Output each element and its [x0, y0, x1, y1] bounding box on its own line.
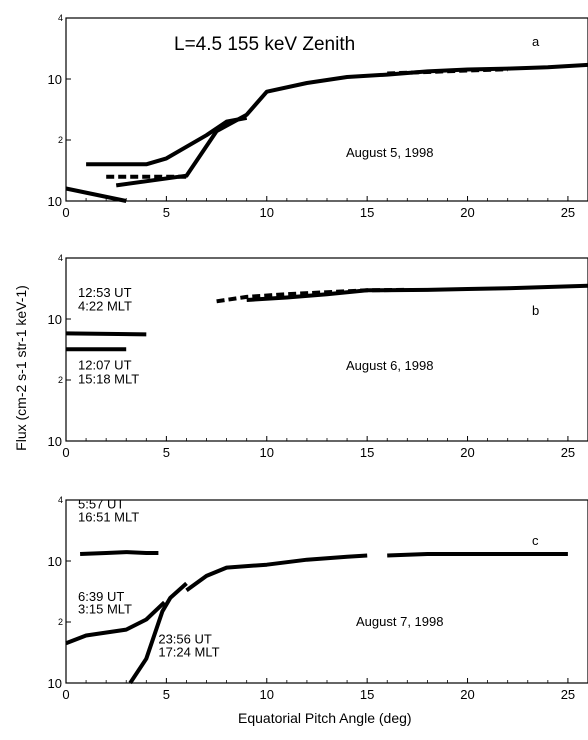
series-line-3: [115, 62, 588, 188]
panel-c-label: c: [532, 533, 539, 548]
panel-b-frame: [65, 257, 588, 442]
time-annotation: 12:53 UT: [78, 285, 132, 300]
y-tick-label: 10: [48, 72, 62, 87]
panel-c-ticks: 0 5 10 15 20 25 10 2 10 4: [48, 495, 576, 702]
x-tick-label: 0: [62, 445, 69, 460]
y-tick-exponent: 4: [58, 253, 63, 263]
time-annotation: 16:51 MLT: [78, 510, 139, 525]
panel-b-date: August 6, 1998: [346, 358, 433, 373]
x-tick-label: 25: [561, 687, 575, 702]
series-line-5: [387, 67, 508, 76]
series-line-1: [65, 186, 127, 203]
y-tick-exponent: 2: [58, 135, 63, 145]
panel-b-label: b: [532, 303, 539, 318]
time-annotation: 12:07 UT: [78, 357, 132, 372]
series-line-1: [80, 550, 159, 556]
time-annotation: 23:56 UT: [158, 632, 212, 647]
x-tick-label: 20: [460, 205, 474, 220]
panel-a-series-layer: [65, 62, 588, 203]
x-tick-label: 0: [62, 687, 69, 702]
panel-a-title: L=4.5 155 keV Zenith: [174, 34, 355, 55]
time-annotation: 4:22 MLT: [78, 298, 132, 313]
y-tick-exponent: 2: [58, 375, 63, 385]
y-axis-label: Flux (cm-2 s-1 str-1 keV-1): [13, 285, 29, 451]
y-tick-exponent: 4: [58, 495, 63, 505]
y-tick-label: 10: [48, 554, 62, 569]
y-tick-exponent: 4: [58, 13, 63, 23]
panel-a-label: a: [532, 34, 540, 49]
y-tick-label: 10: [48, 676, 62, 691]
y-tick-label: 10: [48, 312, 62, 327]
x-tick-label: 5: [163, 687, 170, 702]
x-tick-label: 10: [260, 205, 274, 220]
x-tick-label: 15: [360, 687, 374, 702]
panel-b-ticks: 0 5 10 15 20 25 10 2 10 4: [48, 253, 576, 460]
panel-a-ticks: 0 5 10 15 20 25 10 2 10 4: [48, 13, 576, 220]
series-line-2: [65, 600, 166, 646]
x-tick-label: 20: [460, 687, 474, 702]
time-annotation: 3:15 MLT: [78, 601, 132, 616]
panel-a-date: August 5, 1998: [346, 145, 433, 160]
panel-c-date: August 7, 1998: [356, 614, 443, 629]
y-tick-exponent: 2: [58, 617, 63, 627]
y-tick-label: 10: [48, 194, 62, 209]
x-tick-label: 0: [62, 205, 69, 220]
series-line-4: [246, 283, 588, 302]
panel-b: 0 5 10 15 20 25 10 2 10 4 b August 6, 1998 12:53 …: [48, 253, 588, 460]
x-tick-label: 25: [561, 445, 575, 460]
time-annotation: 6:39 UT: [78, 589, 124, 604]
x-tick-label: 15: [360, 205, 374, 220]
x-tick-label: 15: [360, 445, 374, 460]
x-tick-label: 5: [163, 445, 170, 460]
series-line-4: [185, 553, 368, 593]
panel-b-series-layer: [65, 283, 588, 352]
series-line-2: [86, 115, 248, 167]
series-line-1: [65, 331, 147, 337]
series-line-3: [128, 581, 188, 685]
time-annotation: 15:18 MLT: [78, 371, 139, 386]
y-tick-label: 10: [48, 434, 62, 449]
panel-c-frame: [65, 499, 588, 684]
panel-c-series-layer: [65, 550, 568, 685]
x-tick-label: 10: [260, 687, 274, 702]
x-tick-label: 10: [260, 445, 274, 460]
time-annotation: 17:24 MLT: [158, 645, 219, 660]
series-line-5: [387, 552, 568, 558]
panel-c: 0 5 10 15 20 25 10 2 10 4 c August 7, 1998 5:57 U…: [48, 495, 588, 702]
x-tick-label: 5: [163, 205, 170, 220]
x-axis-label: Equatorial Pitch Angle (deg): [238, 710, 412, 726]
x-tick-label: 25: [561, 205, 575, 220]
x-tick-label: 20: [460, 445, 474, 460]
time-annotation: 5:57 UT: [78, 497, 124, 512]
